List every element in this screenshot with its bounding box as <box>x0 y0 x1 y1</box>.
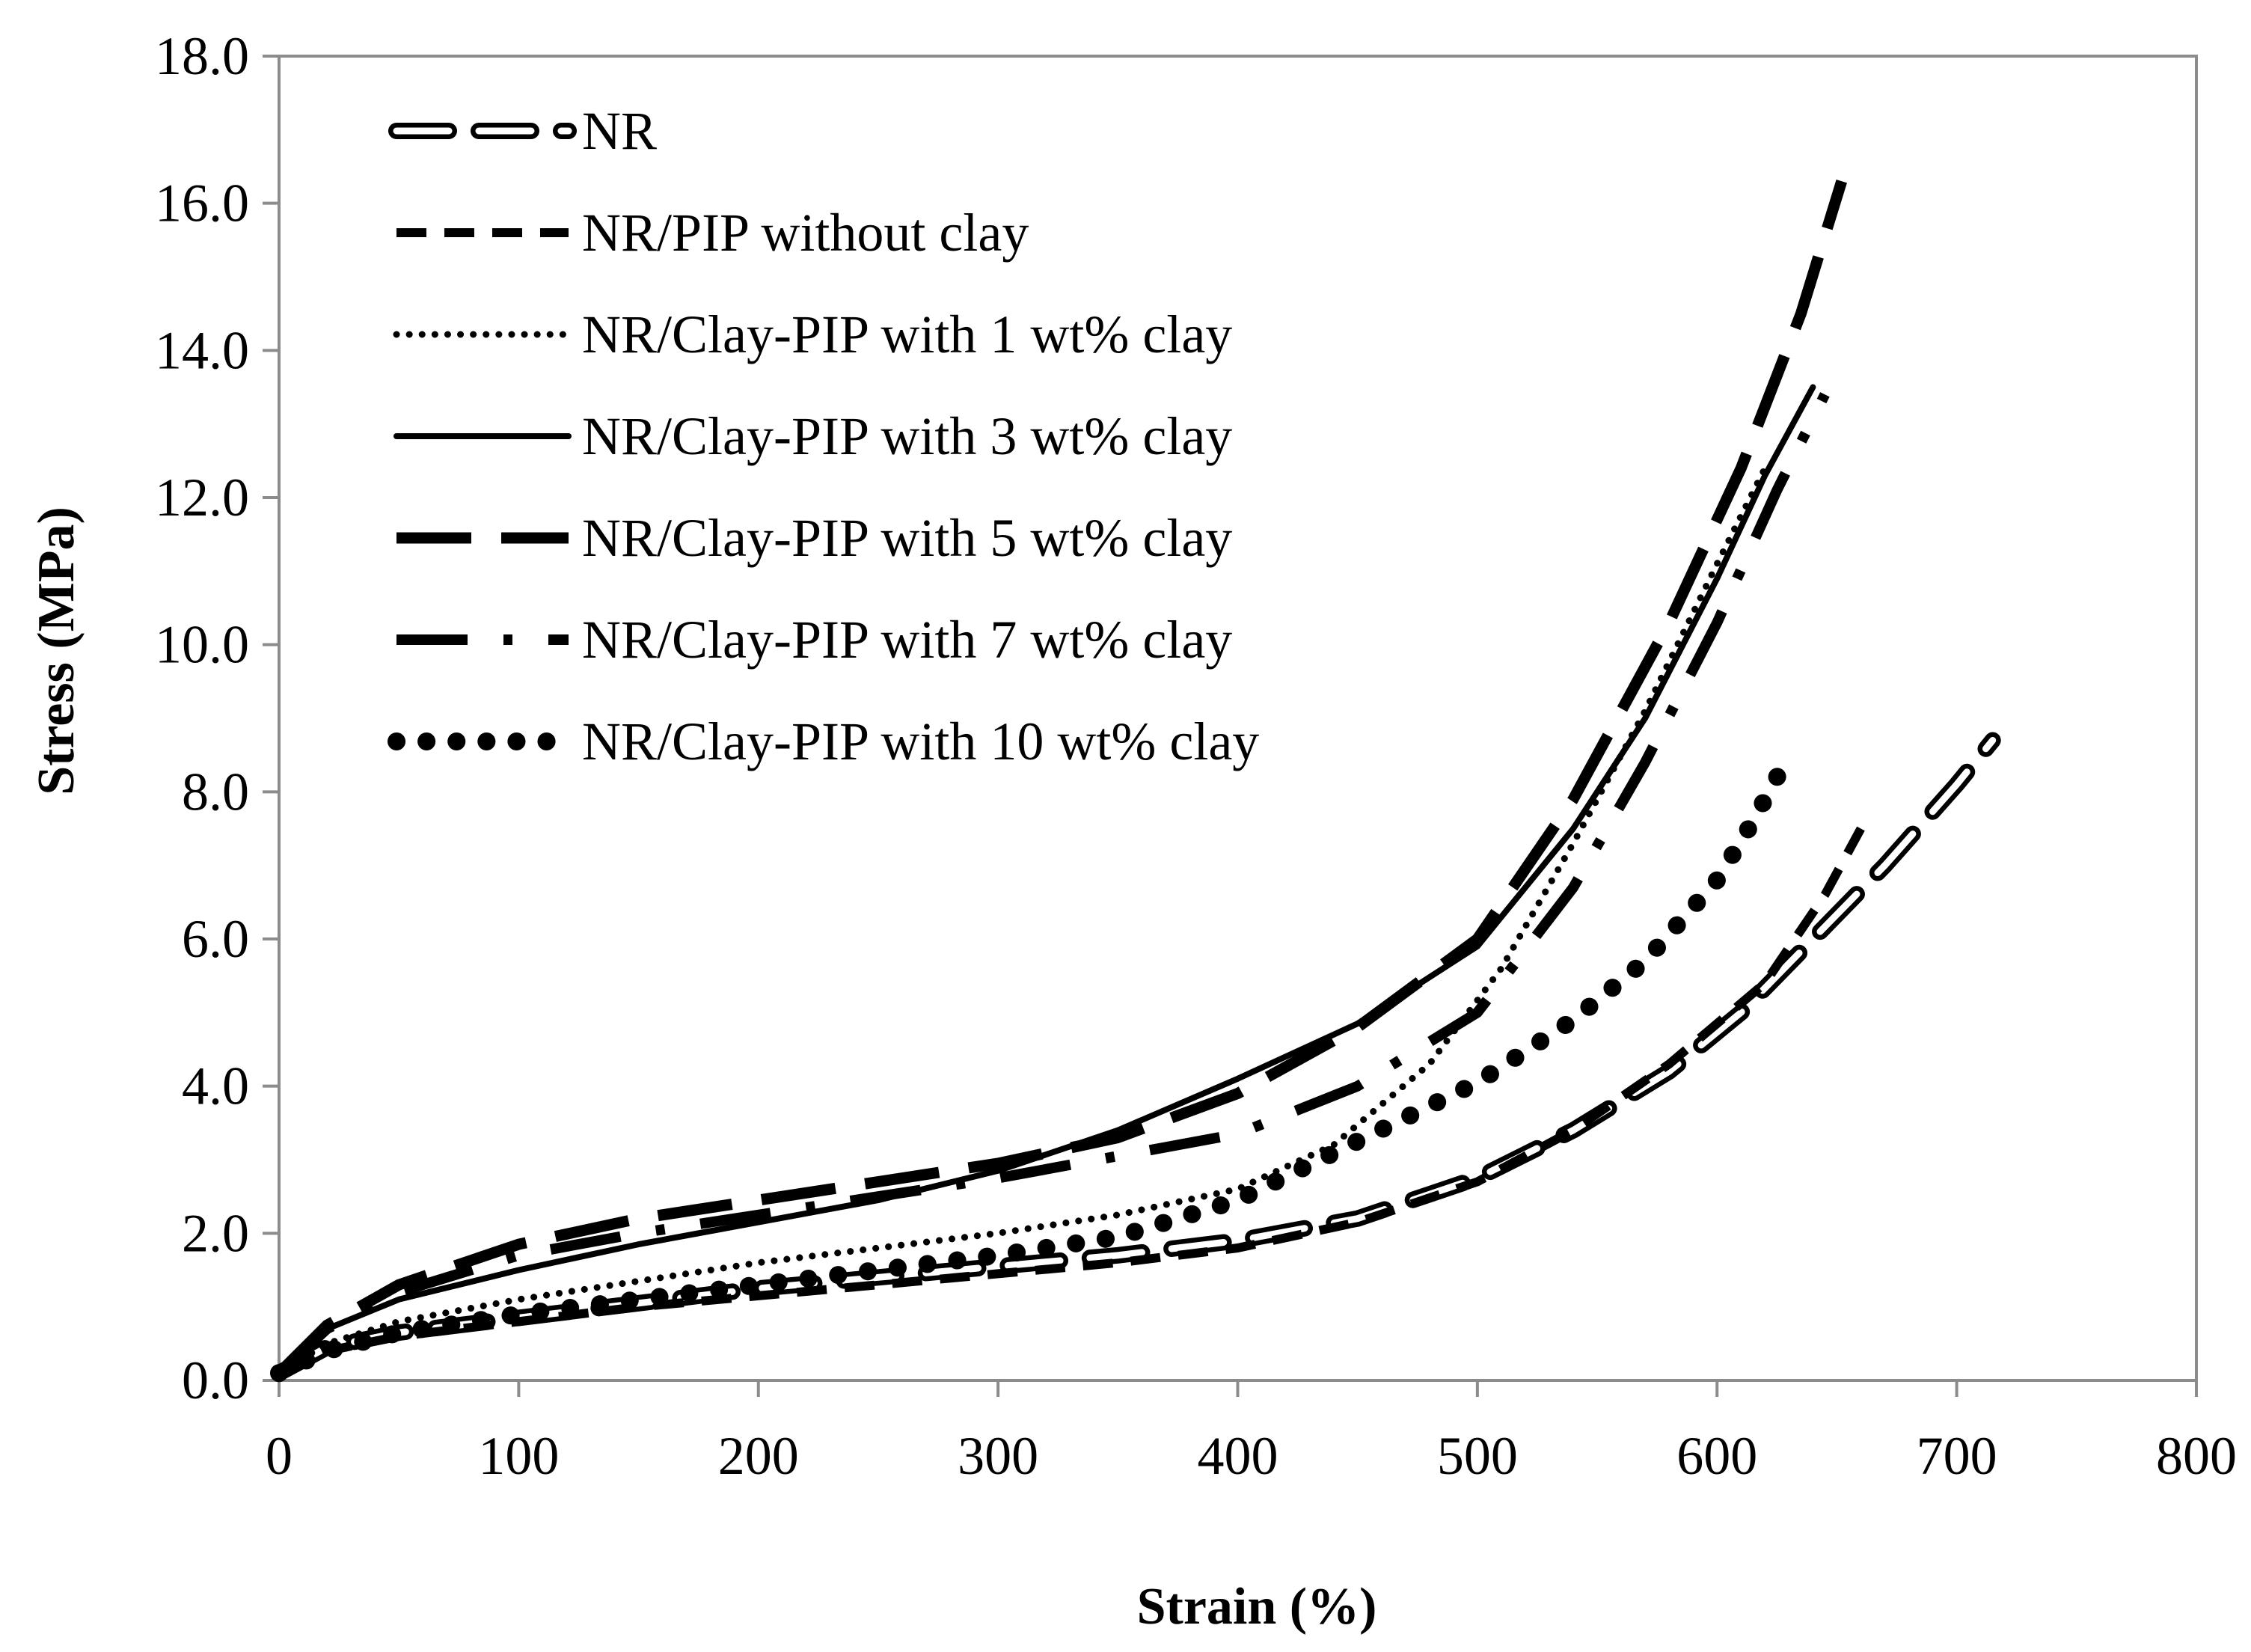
series-line-inner <box>275 737 1997 1377</box>
legend-item: NR/Clay-PIP with 1 wt% clay <box>393 305 1232 364</box>
x-tick-label: 0 <box>266 1426 293 1486</box>
legend-item: NR/PIP without clay <box>396 203 1029 263</box>
x-tick-label: 200 <box>718 1426 799 1486</box>
y-tick-label: 0.0 <box>182 1350 249 1410</box>
legend-label: NR <box>582 101 657 161</box>
y-axis-title: Stress (MPa) <box>28 507 85 795</box>
series-line <box>275 465 1768 1377</box>
series-1 <box>271 732 2001 1382</box>
series-3 <box>275 465 1768 1377</box>
legend-label: NR/Clay-PIP with 5 wt% clay <box>582 508 1232 568</box>
series-line <box>271 732 2001 1382</box>
series-2 <box>277 826 1865 1377</box>
legend-label: NR/Clay-PIP with 3 wt% clay <box>582 406 1232 466</box>
series-layer <box>270 179 2001 1383</box>
series-line <box>276 384 1816 1377</box>
legend: NR NR/PIP without clay NR/Clay-PIP with 1 … <box>388 101 1259 771</box>
series-4 <box>276 384 1816 1377</box>
x-tick-label: 100 <box>478 1426 559 1486</box>
y-tick-label: 2.0 <box>182 1203 249 1263</box>
x-tick-label: 800 <box>2156 1426 2237 1486</box>
x-tick-label: 600 <box>1676 1426 1757 1486</box>
legend-item: NR/Clay-PIP with 10 wt% clay <box>388 712 1259 771</box>
legend-item: NR/Clay-PIP with 5 wt% clay <box>396 508 1232 568</box>
y-tick-label: 4.0 <box>182 1056 249 1116</box>
x-axis-title: Strain (%) <box>1137 1578 1377 1636</box>
series-line <box>277 826 1865 1377</box>
y-axis-ticks: 0.0 2.0 4.0 6.0 8.0 10.0 12.0 14.0 16.0 18.0 <box>155 26 279 1410</box>
y-tick-label: 8.0 <box>182 762 249 822</box>
y-tick-label: 14.0 <box>155 320 249 380</box>
x-tick-label: 300 <box>958 1426 1038 1486</box>
y-tick-label: 10.0 <box>155 615 249 675</box>
legend-label: NR/PIP without clay <box>582 203 1029 263</box>
x-axis-ticks: 0 100 200 300 400 500 600 700 800 <box>266 1380 2237 1486</box>
legend-item: NR/Clay-PIP with 3 wt% clay <box>393 406 1232 466</box>
y-tick-label: 6.0 <box>182 909 249 969</box>
y-tick-label: 16.0 <box>155 174 249 233</box>
series-line <box>270 746 1798 1383</box>
legend-label: NR/Clay-PIP with 10 wt% clay <box>582 712 1259 771</box>
y-tick-label: 12.0 <box>155 468 249 527</box>
y-tick-label: 18.0 <box>155 26 249 86</box>
x-tick-label: 700 <box>1917 1426 1997 1486</box>
legend-label: NR/Clay-PIP with 7 wt% clay <box>582 610 1232 670</box>
series-7 <box>270 746 1798 1383</box>
legend-item: NR <box>388 101 657 161</box>
x-tick-label: 500 <box>1437 1426 1518 1486</box>
x-tick-label: 400 <box>1198 1426 1278 1486</box>
legend-label: NR/Clay-PIP with 1 wt% clay <box>582 305 1232 364</box>
series-5 <box>275 179 1847 1377</box>
legend-item: NR/Clay-PIP with 7 wt% clay <box>396 610 1232 670</box>
series-line <box>275 179 1847 1377</box>
